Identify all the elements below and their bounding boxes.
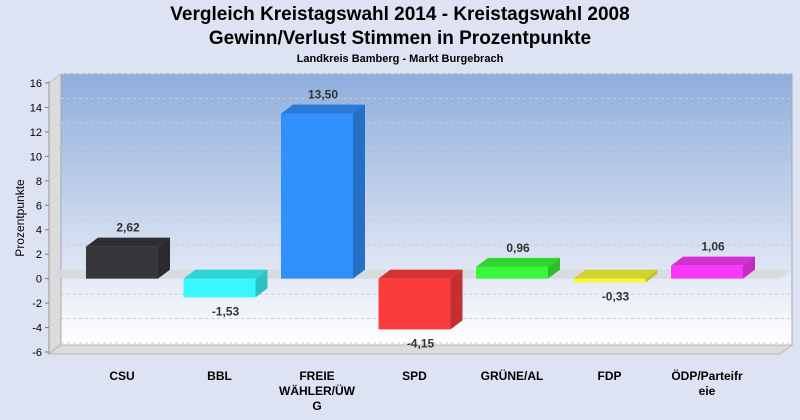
gridline-side [48, 342, 62, 353]
y-tick-label: -2 [32, 298, 42, 310]
bar-front [671, 265, 743, 279]
y-axis-label: Prozentpunkte [13, 179, 27, 257]
value-label: -4,15 [407, 336, 435, 350]
x-tick-label: SPD [402, 369, 427, 383]
value-label: -0,33 [602, 290, 630, 304]
bar-side [450, 269, 463, 330]
gridline-side [48, 122, 62, 133]
y-tick-label: 10 [30, 151, 42, 163]
bar-front [86, 246, 158, 279]
chart-subtitle: Gewinn/Verlust Stimmen in Prozentpunkte [208, 28, 592, 49]
bar-side [645, 269, 658, 283]
gridline-side [48, 195, 62, 206]
bar-2[interactable] [281, 104, 365, 279]
x-tick-label: CSU [109, 369, 134, 383]
bar-side [255, 269, 268, 298]
bar-side [158, 237, 170, 279]
x-tick-label: FREIE WÄHLER/ÜW G [279, 369, 356, 413]
bar-side [548, 257, 560, 279]
x-tick-label-line: BBL [207, 369, 232, 383]
bar-top [183, 269, 268, 279]
bar-top [281, 104, 365, 114]
gridline-side [48, 73, 62, 84]
bar-side [353, 104, 365, 279]
y-tick-label: 0 [36, 274, 42, 286]
y-tick-label: 12 [30, 127, 42, 139]
x-tick-label-line: G [312, 399, 321, 413]
x-tick-label-line: GRÜNE/AL [481, 368, 544, 383]
bar-side [743, 256, 755, 279]
y-tick-label: 4 [36, 225, 42, 237]
x-tick-label-line: CSU [109, 369, 134, 383]
value-label: 1,06 [701, 240, 725, 254]
bar-front [281, 113, 353, 279]
x-tick-label-line: WÄHLER/ÜW [279, 383, 356, 398]
y-tick-label: -4 [32, 323, 42, 335]
gridline-side [48, 98, 62, 108]
value-label: 0,96 [506, 241, 530, 255]
x-tick-label: FDP [598, 369, 622, 383]
bar-top [573, 269, 658, 279]
bar-6[interactable] [671, 256, 755, 279]
x-tick-label: ÖDP/Parteifr eie [671, 368, 743, 398]
bar-front [378, 278, 451, 330]
value-label: -1,53 [212, 304, 240, 318]
x-tick-label-line: eie [699, 384, 716, 398]
bar-4[interactable] [476, 257, 560, 279]
y-tick-label: -6 [32, 347, 42, 359]
floor [47, 344, 794, 355]
bar-front [476, 266, 548, 279]
bar-top [476, 257, 560, 267]
chart-title: Vergleich Kreistagswahl 2014 - Kreistags… [170, 4, 630, 25]
bar-front [573, 278, 646, 283]
y-tick-label: 14 [30, 102, 42, 114]
x-tick-label: GRÜNE/AL [481, 368, 544, 383]
value-label: 2,62 [116, 221, 140, 235]
bar-top [671, 256, 755, 266]
gridline-side [48, 293, 62, 304]
bar-top [378, 269, 463, 279]
y-tick-label: 16 [30, 78, 42, 90]
x-tick-label: BBL [207, 369, 232, 383]
value-label: 13,50 [308, 88, 338, 102]
gridline-side [48, 220, 62, 231]
bar-top [86, 237, 170, 247]
y-tick-label: 8 [36, 176, 42, 188]
bar-front [183, 278, 256, 298]
gridline-side [48, 244, 62, 255]
x-tick-label-line: FREIE [299, 369, 334, 383]
bar-3[interactable] [378, 269, 463, 330]
bar-0[interactable] [86, 237, 170, 279]
x-tick-label-line: SPD [402, 369, 427, 383]
y-tick-label: 6 [36, 200, 42, 212]
bar-1[interactable] [183, 269, 268, 298]
x-tick-label-line: ÖDP/Parteifr [671, 368, 743, 383]
y-tick-label: 2 [36, 249, 42, 261]
left-wall [48, 73, 62, 355]
x-tick-label-line: FDP [598, 369, 622, 383]
bar-5[interactable] [573, 269, 658, 283]
gridline-side [48, 318, 62, 328]
chart-region-subtitle: Landkreis Bamberg - Markt Burgebrach [296, 53, 504, 65]
gridline-side [48, 171, 62, 182]
gridline-side [48, 146, 62, 157]
